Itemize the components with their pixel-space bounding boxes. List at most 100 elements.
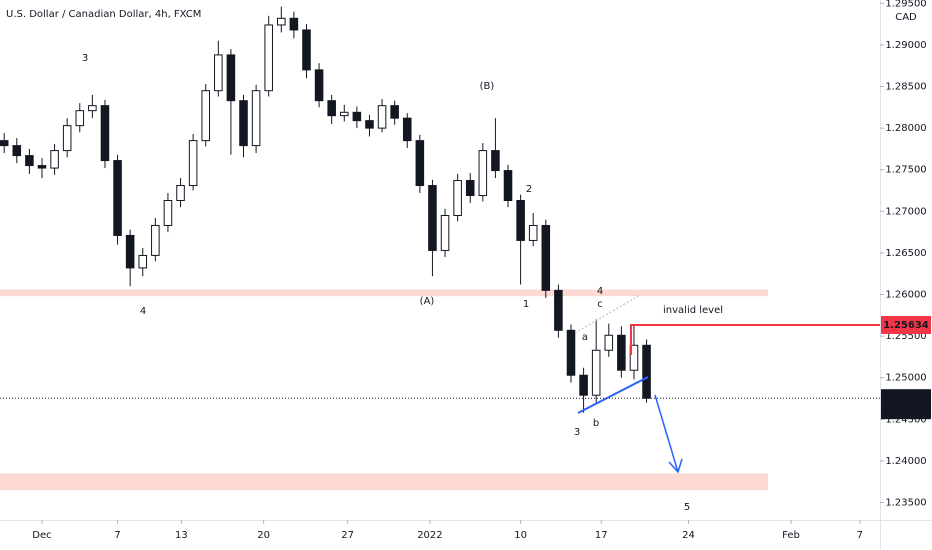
x-tick-label: 13: [175, 530, 188, 541]
chart-title: U.S. Dollar / Canadian Dollar, 4h, FXCM: [6, 9, 201, 20]
candle-body: [402, 117, 412, 142]
candle-body: [214, 54, 223, 92]
support-zone: [0, 289, 768, 297]
wave-label: (A): [420, 296, 435, 307]
last-price-badge: [881, 389, 931, 420]
candle-body: [113, 160, 122, 236]
wave-label: 5: [684, 502, 690, 513]
x-tick-label: Dec: [32, 530, 51, 541]
invalid-level-badge: [881, 315, 931, 334]
y-tick-label: 1.23500: [885, 498, 926, 509]
x-tick-label: 20: [257, 530, 270, 541]
candle-body: [365, 120, 374, 129]
wave-label: c: [597, 299, 603, 310]
projection-arrow: [654, 394, 679, 473]
candle-body: [201, 90, 211, 142]
y-tick-label: 1.29500: [885, 0, 926, 9]
candle-body: [163, 200, 173, 226]
arrow-head: [668, 458, 683, 474]
wave-label: b: [593, 418, 599, 429]
x-tick-label: 7: [114, 530, 120, 541]
candle-body: [516, 200, 525, 241]
y-tick-label: 1.24500: [885, 414, 926, 425]
candle-body: [151, 224, 160, 256]
candle-body: [440, 214, 450, 251]
candle-body: [277, 17, 286, 26]
candle-body: [188, 140, 198, 187]
candle-body: [503, 170, 513, 202]
invalid-level-value: 1.25634: [883, 320, 929, 331]
candle-body: [465, 180, 475, 197]
candle-body: [138, 254, 148, 269]
candle-body: [88, 105, 97, 112]
candle-body: [327, 100, 336, 117]
lower-trendline: [577, 376, 649, 414]
candle-body: [37, 165, 47, 169]
candle-body: [0, 140, 9, 147]
wave-label: 2: [526, 184, 532, 195]
candle-body: [390, 105, 399, 119]
candle-body: [604, 334, 614, 351]
wave-label: 4: [597, 286, 603, 297]
candle-body: [62, 125, 72, 152]
candle-body: [352, 111, 362, 122]
wave-label: 1: [523, 299, 529, 310]
y-tick-label: 1.29000: [885, 40, 926, 51]
candle-body: [629, 344, 639, 371]
y-tick-label: 1.28000: [885, 123, 926, 134]
candle-body: [314, 69, 324, 102]
candle-body: [251, 90, 261, 147]
y-tick-label: 1.26000: [885, 290, 926, 301]
x-tick-label: 7: [857, 530, 863, 541]
wave-label: 4: [140, 306, 146, 317]
countdown: 03:19:14: [884, 406, 929, 417]
candle-body: [579, 374, 588, 396]
candle-body: [176, 185, 185, 202]
y-tick-label: 1.27000: [885, 206, 926, 217]
candle-body: [554, 289, 563, 331]
candle-body: [12, 145, 22, 157]
candle-body: [239, 100, 248, 147]
x-tick-label: 27: [341, 530, 354, 541]
currency-label: CAD: [895, 12, 917, 23]
y-tick-label: 1.25000: [885, 373, 926, 384]
candle-body: [642, 344, 651, 399]
x-tick-label: 17: [595, 530, 608, 541]
wave-label: (B): [480, 81, 495, 92]
x-tick-label: 10: [514, 530, 527, 541]
candle-body: [617, 334, 626, 371]
candle-body: [226, 54, 236, 102]
candle-body: [528, 224, 538, 241]
support-zone: [0, 473, 768, 491]
wave-label: a: [582, 332, 588, 343]
upper-trendline: [574, 294, 641, 334]
candle-body: [264, 24, 273, 92]
candle-body: [339, 111, 349, 117]
x-tick-label: 2022: [417, 530, 442, 541]
candle-body: [25, 155, 34, 167]
plot-area: 3 4 (B) 2 (A) 1 4 c a b 3 5: [0, 6, 880, 513]
candle-body: [289, 17, 299, 31]
y-tick-label: 1.28500: [885, 82, 926, 93]
x-tick-label: Feb: [782, 530, 800, 541]
y-tick-label: 1.26500: [885, 248, 926, 259]
y-tick-label: 1.25500: [885, 331, 926, 342]
candle-body: [428, 185, 437, 251]
candle-body: [478, 150, 488, 197]
wave-label: 3: [82, 53, 88, 64]
candle-body: [50, 150, 59, 169]
candle-body: [75, 110, 85, 127]
invalid-level-label: invalid level: [663, 305, 723, 316]
candle-body: [453, 180, 462, 216]
candle-body: [566, 329, 576, 376]
candle-body: [377, 105, 387, 129]
y-tick-label: 1.27500: [885, 165, 926, 176]
y-tick-label: 1.24000: [885, 456, 926, 467]
last-price-value: 1.24754: [883, 393, 929, 404]
x-tick-label: 24: [682, 530, 695, 541]
candle-body: [125, 234, 135, 269]
candle-body: [541, 224, 551, 291]
candle-body: [100, 105, 110, 162]
candle-body: [415, 140, 425, 187]
